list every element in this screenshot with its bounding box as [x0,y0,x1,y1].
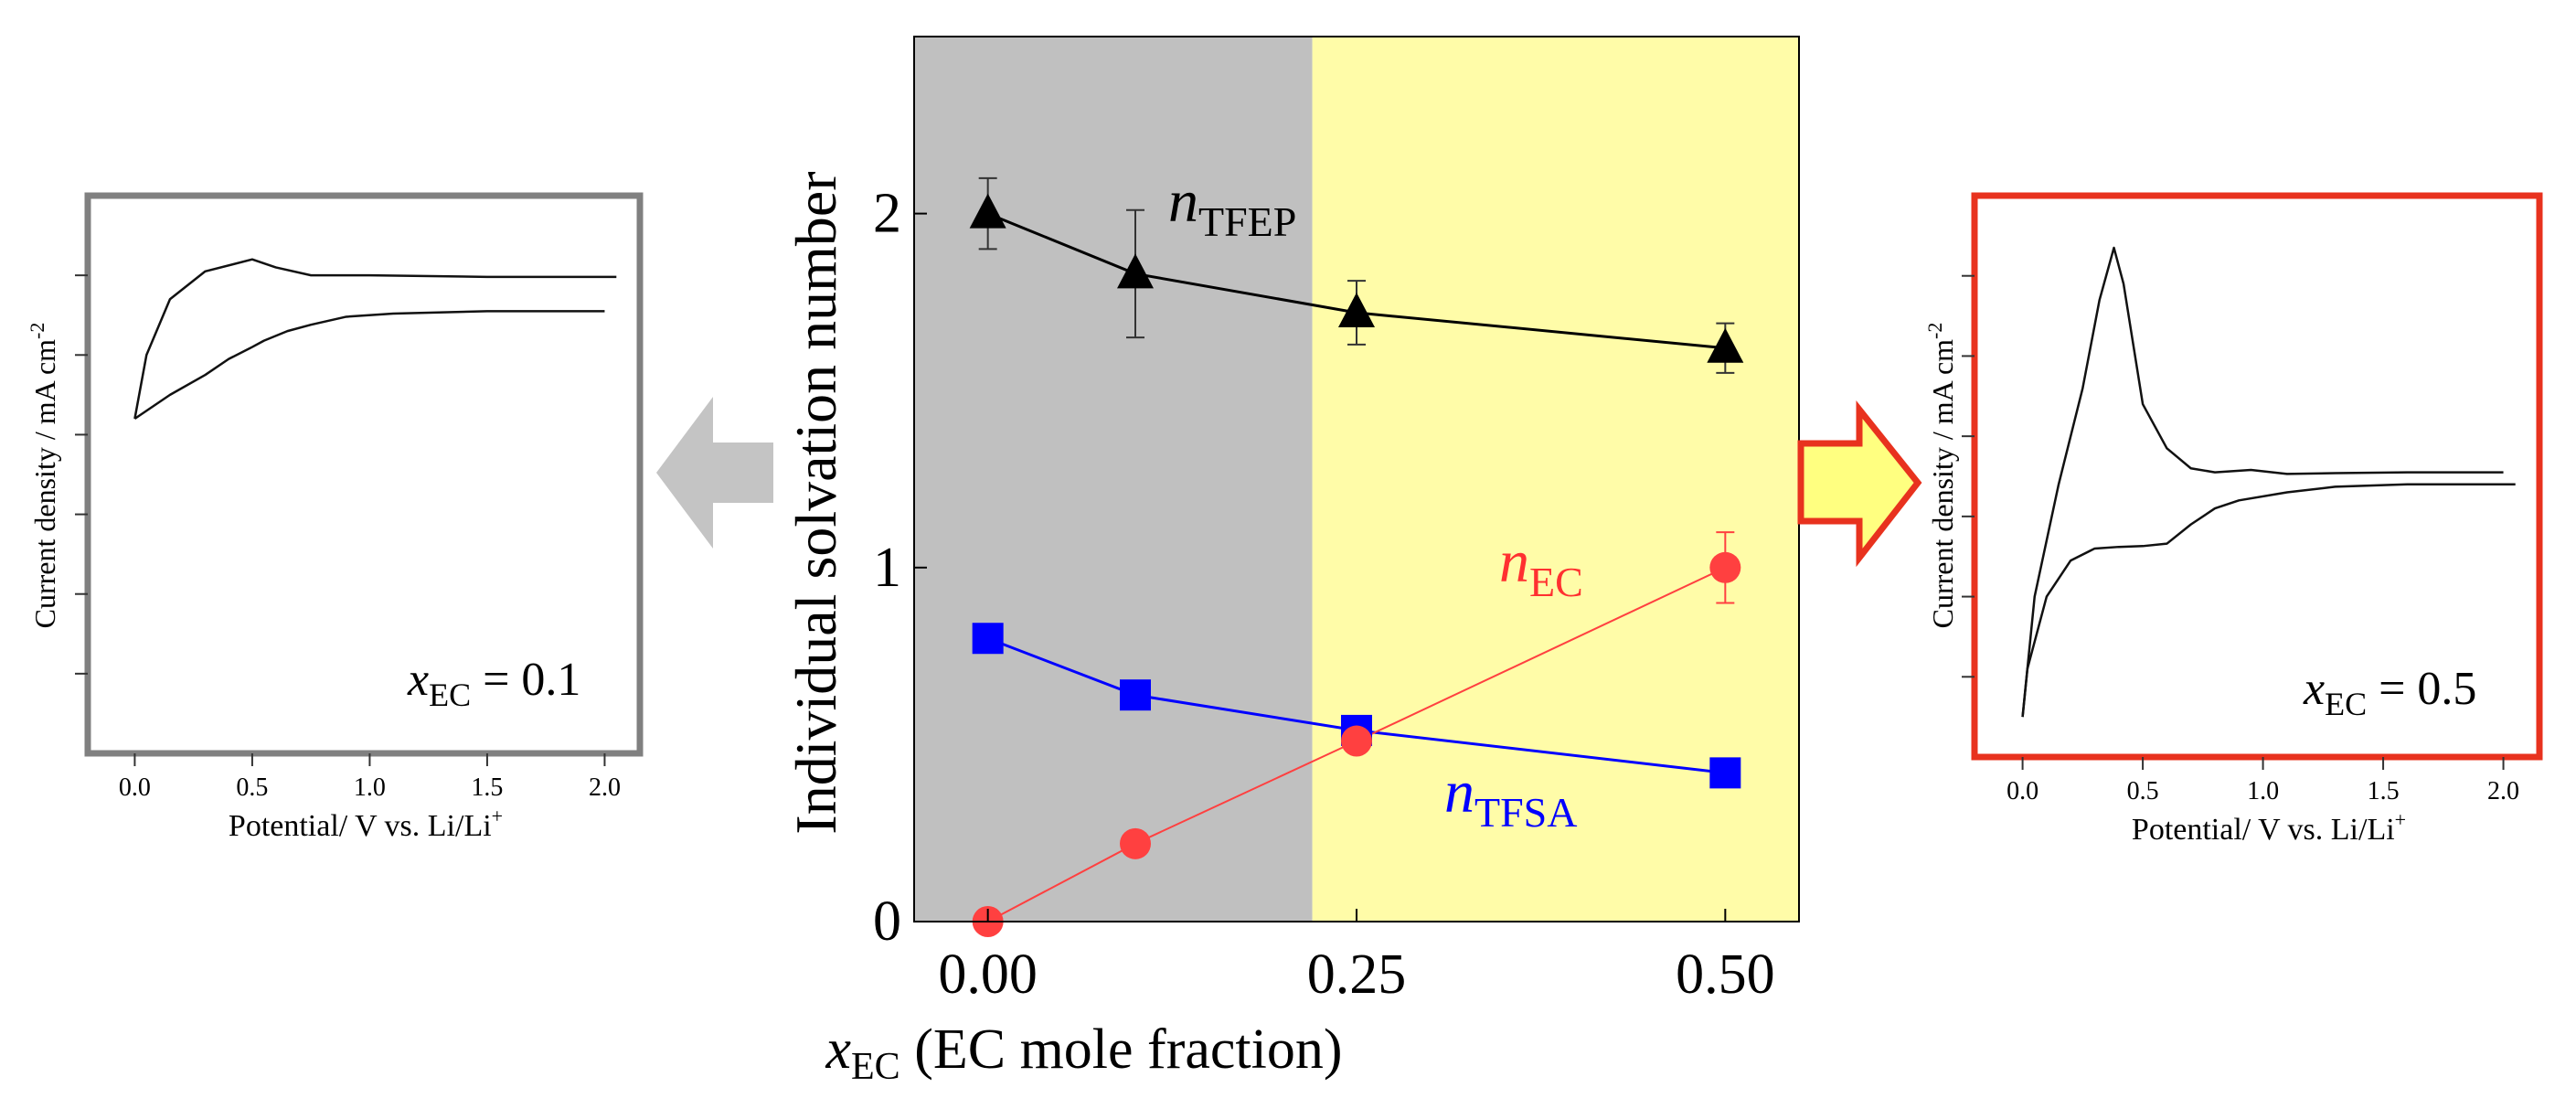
cv-inset-left: 0.0 0.5 1.0 1.5 2.0 Potential/ V vs. Li/Li+ … [26,192,644,843]
y-tick-label: 1 [873,537,901,599]
data-point-square [1709,757,1741,789]
cv-curve [2021,246,2516,718]
gray-region [914,37,1313,922]
data-point-circle [1120,827,1151,859]
data-point-circle [1709,551,1741,583]
x-tick-label: 0.0 [119,773,151,802]
inset-frame [1971,192,2543,761]
x-tick-label: 1.0 [2247,777,2279,805]
x-tick-label: 2.0 [2487,777,2519,805]
x-tick-label: 0.25 [1307,944,1407,1006]
inset-ticks: 0.0 0.5 1.0 1.5 2.0 [75,274,621,802]
data-point-circle [1341,725,1372,757]
inset-y-axis-label: Current density / mA cm-2 [1923,323,1959,629]
data-point-triangle [1117,253,1154,289]
y-tick-label: 2 [873,183,901,245]
cv-trace [133,258,617,420]
data-point-square [1120,679,1151,711]
inset-condition-label: xEC = 0.1 [407,654,580,713]
inset-y-axis-label: Current density / mA cm-2 [26,323,61,629]
series-label-tfep: nTFEP [1168,168,1296,245]
inset-frame [84,192,644,757]
x-tick-label: 0.5 [236,773,268,802]
inset-x-axis-label: Potential/ V vs. Li/Li+ [2132,808,2406,847]
x-tick-label: 1.0 [354,773,386,802]
cv-curve [133,258,617,421]
x-tick-label: 0.0 [2007,777,2038,805]
inset-x-axis-label: Potential/ V vs. Li/Li+ [229,805,503,843]
series-line [987,566,1726,922]
x-tick-label: 0.00 [938,944,1038,1006]
y-axis-label: Individual solvation number [783,171,848,834]
main-chart: 0.00 0.25 0.50 0 1 2 Individual solvation num… [783,36,1800,1088]
inset-ticks: 0.0 0.5 1.0 1.5 2.0 [1962,274,2519,805]
series-line [987,636,1726,774]
y-tick-label: 0 [873,890,901,953]
x-tick-label: 2.0 [589,773,621,802]
series-lines [987,212,1726,922]
left-arrow-icon [656,397,773,549]
inset-condition-label: xEC = 0.5 [2303,663,2476,722]
x-axis-label: xEC (EC mole fraction) [825,1018,1343,1088]
cv-trace [2021,246,2504,718]
series-line [987,212,1726,350]
data-point-triangle [1707,327,1744,363]
x-tick-label: 1.5 [2368,777,2400,805]
right-arrow-icon [1797,400,1922,568]
data-point-square [972,623,1004,655]
series-label-tfsa: nTFSA [1444,759,1577,836]
series-markers [969,193,1744,937]
data-point-triangle [969,193,1006,229]
data-point-triangle [1338,293,1375,328]
cv-trace [133,310,605,421]
x-tick-label: 0.5 [2127,777,2159,805]
axis-ticks: 0.00 0.25 0.50 0 1 2 [873,183,1775,1006]
x-tick-label: 0.50 [1676,944,1775,1006]
x-tick-label: 1.5 [471,773,503,802]
series-label-ec: nEC [1499,528,1583,605]
cv-trace [2021,483,2516,718]
cv-inset-right: 0.0 0.5 1.0 1.5 2.0 Potential/ V vs. Li/Li+ … [1923,192,2543,847]
